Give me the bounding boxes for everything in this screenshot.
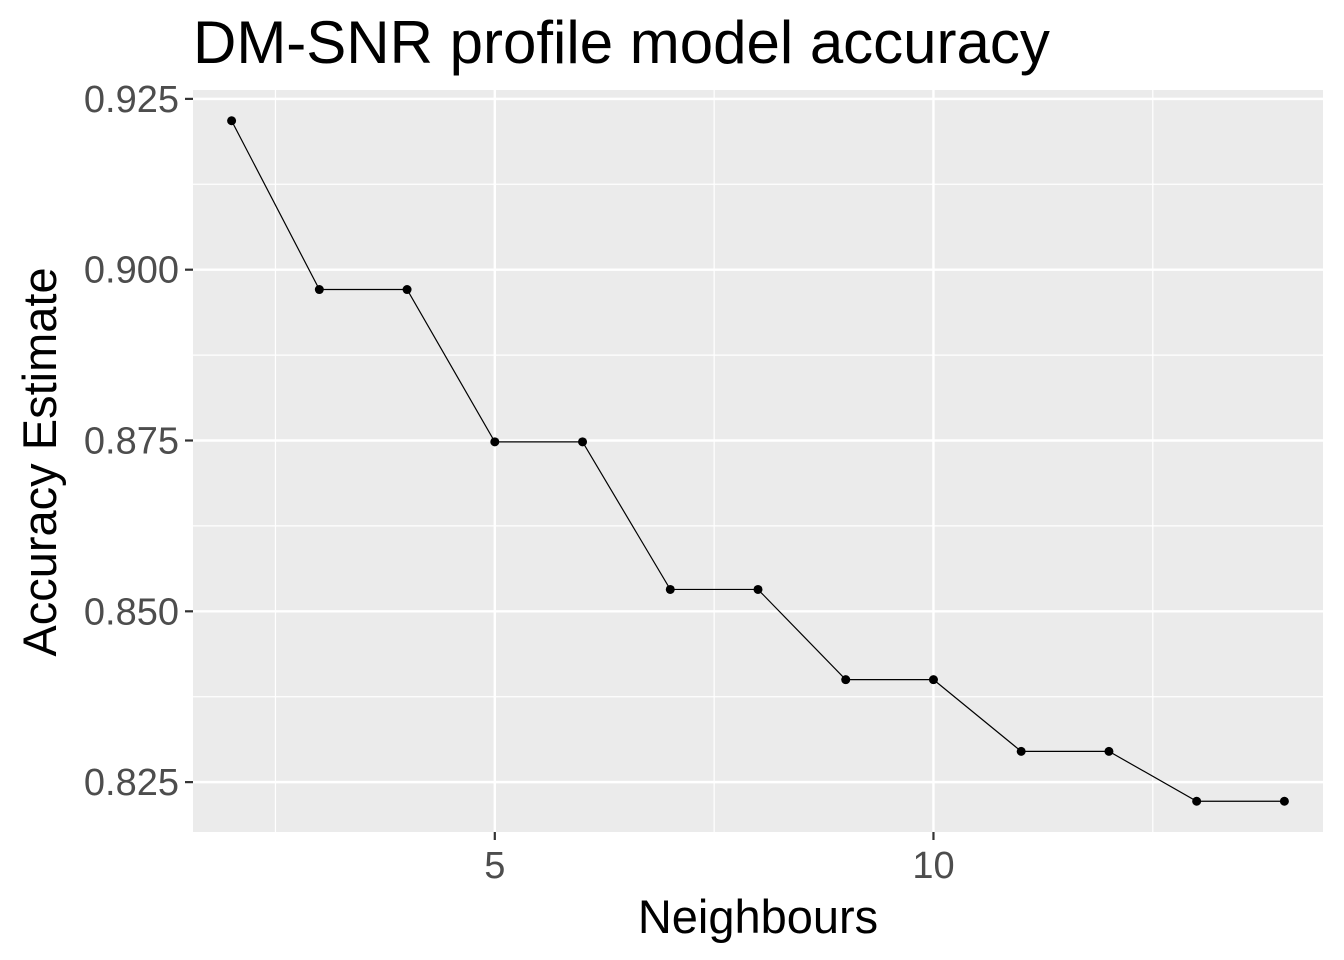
data-point — [402, 285, 412, 295]
tick-labels: 0.825 0.850 0.875 0.900 0.925 5 10 — [84, 79, 955, 887]
x-axis-title: Neighbours — [638, 890, 878, 943]
y-tick-label: 0.850 — [84, 591, 179, 633]
y-tick-label: 0.875 — [84, 421, 179, 463]
data-point — [578, 437, 588, 447]
data-point — [1104, 746, 1114, 756]
data-point — [665, 584, 675, 594]
data-point — [1279, 796, 1289, 806]
data-point — [314, 285, 324, 295]
data-point — [928, 675, 938, 685]
data-point — [1016, 746, 1026, 756]
plot-panel — [193, 90, 1323, 832]
x-tick-label: 5 — [484, 845, 505, 887]
y-tick-label: 0.925 — [84, 79, 179, 121]
tick-marks — [185, 97, 935, 840]
data-point — [227, 116, 237, 126]
chart-title: DM-SNR profile model accuracy — [193, 9, 1050, 76]
y-tick-label: 0.900 — [84, 250, 179, 292]
y-axis-title: Accuracy Estimate — [13, 267, 66, 656]
x-tick-label: 10 — [912, 845, 954, 887]
y-tick-label: 0.825 — [84, 762, 179, 804]
major-gridlines — [193, 90, 1323, 832]
minor-gridlines — [193, 90, 1323, 832]
data-point — [753, 584, 763, 594]
series-layer — [227, 116, 1289, 806]
data-point — [841, 675, 851, 685]
data-point — [1192, 796, 1202, 806]
data-point — [490, 437, 500, 447]
